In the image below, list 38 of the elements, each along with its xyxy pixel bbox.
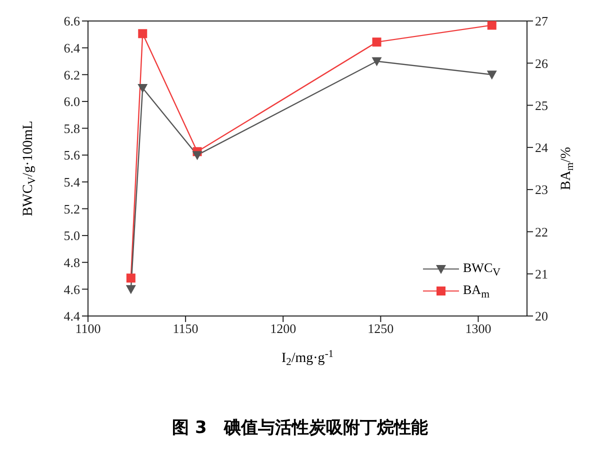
point (192, 151, 202, 160)
y2-tick-label: 27 (535, 14, 548, 29)
y2-tick-label: 21 (535, 266, 548, 282)
y-tick-label: 5.8 (64, 120, 80, 136)
point (138, 84, 148, 94)
x-tick-label: 1300 (465, 321, 492, 336)
y2-tick-label: 22 (535, 224, 548, 240)
y-tick-label: 6.6 (64, 14, 80, 29)
y-tick-label: 4.4 (64, 308, 80, 324)
x-tick-label: 1100 (75, 321, 101, 336)
legend-label: BWC$_{V}$ (463, 260, 500, 278)
y-tick-label: 5.6 (64, 148, 80, 163)
point (126, 285, 136, 294)
point (486, 70, 497, 80)
x-tick-label: 1150 (172, 321, 198, 336)
point (487, 21, 496, 30)
y-tick-label: 5.0 (64, 228, 80, 244)
y-tick-label: 6.4 (64, 40, 80, 56)
y-tick-label: 4.8 (64, 254, 80, 270)
y2-tick-label: 24 (535, 140, 548, 156)
y2-tick-label: 20 (535, 308, 548, 324)
y2-tick-label: 25 (535, 98, 548, 113)
y2-tick-label: 23 (535, 182, 548, 198)
point (372, 38, 382, 47)
y-tick-label: 4.6 (64, 282, 80, 297)
y-tick-label: 5.2 (64, 201, 80, 216)
point (372, 57, 382, 66)
y2-tick-label: 26 (535, 56, 548, 71)
y-tick-label: 6.0 (64, 94, 80, 110)
y-tick-label: 5.4 (64, 174, 80, 190)
legend-label: BA$_{m}$ (463, 282, 490, 300)
text: 图 3 碘值与活性炭吸附丁烷性能 (171, 417, 429, 439)
x-tick-label: 1250 (368, 321, 394, 336)
point (126, 274, 136, 283)
x-axis-title: I$_{2}$/mg·g$^{-1}$ (281, 349, 334, 368)
x-tick-label: 1200 (270, 321, 296, 336)
point (138, 29, 148, 38)
y-tick-label: 6.2 (64, 67, 80, 82)
